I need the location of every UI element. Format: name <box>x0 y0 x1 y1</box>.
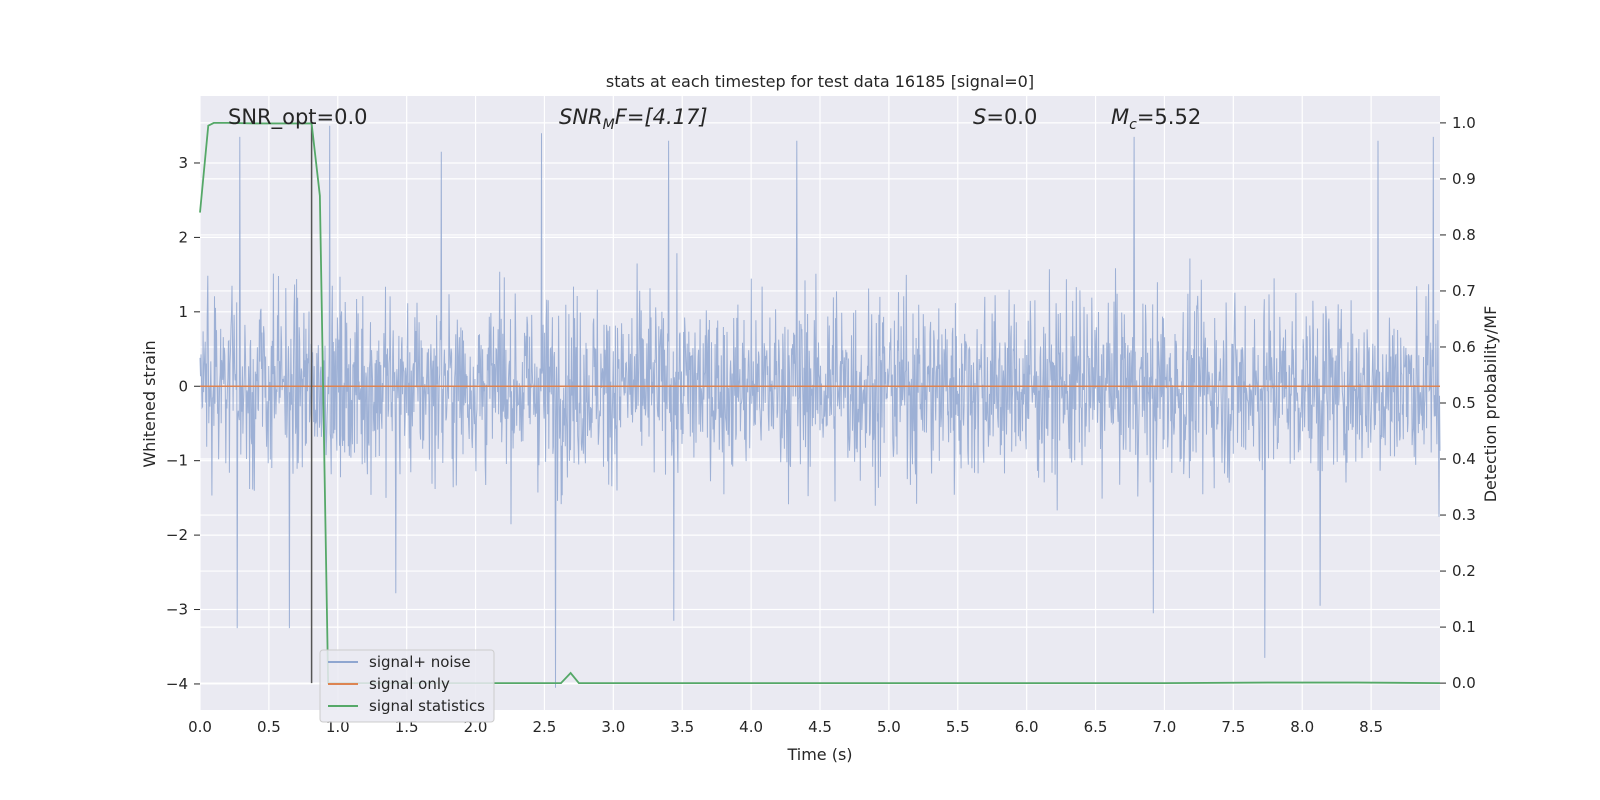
x-tick-label: 5.5 <box>946 718 970 736</box>
y-right-tick-label: 0.8 <box>1452 226 1476 244</box>
y-tick-label: −3 <box>166 601 188 619</box>
x-tick-label: 5.0 <box>877 718 901 736</box>
legend-label-signal-noise: signal+ noise <box>369 653 471 671</box>
y-right-tick-label: 1.0 <box>1452 114 1476 132</box>
annotation-mc: Mc=5.52 <box>1111 105 1201 133</box>
y-axis-label: Whitened strain <box>140 340 159 467</box>
signal-noise-series <box>199 125 1441 688</box>
x-tick-label: 2.5 <box>533 718 557 736</box>
y-right-tick-label: 0.4 <box>1452 450 1476 468</box>
x-tick-label: 4.0 <box>739 718 763 736</box>
chart-title: stats at each timestep for test data 161… <box>606 72 1034 91</box>
y-tick-label: 3 <box>178 154 188 172</box>
legend: signal+ noise signal only signal statist… <box>319 649 495 723</box>
x-axis-ticks: 0.0 0.5 1.0 1.5 2.0 2.5 3.0 3.5 4.0 4.5 5.0 5.5 6.0 6… <box>188 718 1383 736</box>
y-right-tick-label: 0.1 <box>1452 618 1476 636</box>
x-tick-label: 6.0 <box>1015 718 1039 736</box>
y-tick-label: 1 <box>178 303 188 321</box>
y-tick-label: −4 <box>166 675 188 693</box>
y-right-tick-label: 0.3 <box>1452 506 1476 524</box>
y-right-tick-label: 0.6 <box>1452 338 1476 356</box>
x-tick-label: 3.5 <box>670 718 694 736</box>
y-right-tick-label: 0.7 <box>1452 282 1476 300</box>
annotation-s: S=0.0 <box>973 105 1037 129</box>
x-tick-label: 3.0 <box>601 718 625 736</box>
y-right-axis-ticks: 0.0 0.1 0.2 0.3 0.4 0.5 0.6 0.7 0.8 0.9 1.0 <box>1440 114 1476 692</box>
signal-noise-line <box>199 125 1441 688</box>
y-tick-label: −2 <box>166 526 188 544</box>
y-right-tick-label: 0.0 <box>1452 674 1476 692</box>
x-tick-label: 8.5 <box>1359 718 1383 736</box>
y-tick-label: −1 <box>166 452 188 470</box>
x-tick-label: 6.5 <box>1084 718 1108 736</box>
legend-label-signal-only: signal only <box>369 675 450 693</box>
y-tick-label: 0 <box>178 377 188 395</box>
x-tick-label: 0.0 <box>188 718 212 736</box>
legend-box <box>319 649 495 723</box>
annotation-snr-opt: SNR_opt=0.0 <box>228 105 368 130</box>
x-tick-label: 4.5 <box>808 718 832 736</box>
x-tick-label: 0.5 <box>257 718 281 736</box>
x-tick-label: 7.0 <box>1153 718 1177 736</box>
y-right-tick-label: 0.5 <box>1452 394 1476 412</box>
y-right-axis-label: Detection probability/MF <box>1481 306 1500 503</box>
y-right-tick-label: 0.2 <box>1452 562 1476 580</box>
y-right-tick-label: 0.9 <box>1452 170 1476 188</box>
x-axis-label: Time (s) <box>786 745 852 764</box>
legend-label-signal-statistics: signal statistics <box>369 697 485 715</box>
y-tick-label: 2 <box>178 228 188 246</box>
x-tick-label: 7.5 <box>1221 718 1245 736</box>
x-tick-label: 8.0 <box>1290 718 1314 736</box>
y-axis-ticks: −4 −3 −2 −1 0 1 2 3 <box>166 154 200 693</box>
annotation-snr-mf: SNRMF=[4.17] <box>559 105 708 133</box>
